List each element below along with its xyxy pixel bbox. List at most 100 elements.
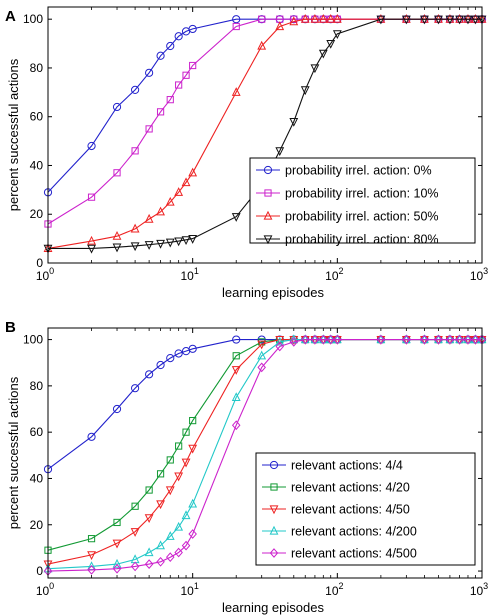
panel-b-series-4-point (156, 540, 165, 550)
panel-b-y-axis-label: percent successful actions (6, 376, 21, 529)
panel-b-series-3-point (156, 500, 165, 510)
panel-a-legend-label: probability irrel. action: 80% (285, 233, 439, 247)
panel-b-series-5-point (174, 547, 183, 558)
panel-b-legend-label: relevant actions: 4/20 (291, 481, 410, 495)
panel-b-series-1-point (112, 404, 122, 414)
panel-a-legend-item-2: probability irrel. action: 10% (256, 187, 439, 201)
panel-a-series-2-point (131, 147, 139, 155)
panel-a-legend-marker (263, 235, 273, 245)
panel-b-legend-item-1: relevant actions: 4/4 (262, 459, 403, 473)
panel-a-series-4-point (156, 239, 165, 249)
panel-a-legend-marker (263, 210, 273, 220)
panel-a-series-3-point (300, 13, 310, 23)
panel-a-series-3-point (130, 223, 140, 233)
panel-b-series-3-point (165, 486, 175, 496)
panel-b-legend-item-2: relevant actions: 4/20 (262, 481, 410, 495)
panel-a-series-2-point (182, 71, 190, 79)
panel-a-series-4-point (420, 15, 429, 25)
panel-b-legend-label: relevant actions: 4/50 (291, 503, 410, 517)
panel-a-series-4-point (310, 64, 320, 74)
panel-b-series-4-point (289, 334, 299, 344)
panel-a-series-1-point (145, 68, 154, 77)
panel-a-series-4-point (455, 15, 464, 25)
panel-a-series-3-point (112, 230, 122, 240)
panel-b-series-4-point (144, 547, 154, 557)
panel-b-legend-marker (269, 548, 279, 558)
panel-b-series-5-point (326, 334, 335, 345)
panel-b-series-2-point (113, 518, 121, 527)
panel-a: A 0 20 40 60 80 100 100 101 102 103 learning episod… (5, 6, 488, 300)
panel-a-series-2-point (189, 61, 197, 70)
panel-a-series-2-point (145, 125, 153, 133)
panel-a-series-4-point (165, 238, 175, 248)
panel-a-series-3-point (318, 13, 328, 23)
panel-b-series-4-point (174, 521, 184, 531)
panel-a-series-4-point (188, 235, 198, 244)
panel-a-series-4-point (401, 15, 411, 25)
panel-b-series-3-point (130, 528, 140, 537)
panel-b-series-1-point (188, 344, 197, 353)
panel-a-legend-label: probability irrel. action: 50% (285, 210, 439, 224)
panel-b-series-3-point (144, 514, 154, 524)
panel-a-y-tick-label: 60 (30, 110, 44, 124)
panel-a-x-tick-label: 103 (470, 266, 488, 283)
panel-b-series-5-point (300, 334, 310, 345)
panel-a-y-tick-label: 40 (30, 158, 44, 172)
panel-b-series-4-point (112, 558, 122, 568)
panel-a-series-4 (43, 15, 487, 254)
panel-b-legend-marker (269, 505, 279, 515)
panel-b-series-3-point (231, 366, 241, 375)
panel-a-legend-item-4: probability irrel. action: 80% (256, 233, 439, 247)
panel-b-series-2-point (131, 502, 139, 510)
panel-a-series-1-point (156, 51, 165, 60)
panel-a-letter: A (5, 8, 16, 25)
panel-a-series-1-point (130, 85, 140, 94)
panel-a-series-1-point (232, 15, 241, 24)
panel-b-axes-frame (47, 327, 483, 579)
panel-a-series-4-point (326, 39, 336, 49)
panel-b-series-1-point (145, 370, 154, 379)
panel-a-legend-box (249, 157, 476, 244)
panel-b-legend-marker (270, 483, 278, 491)
panel-b-series-5-point (402, 334, 411, 345)
panel-b-series-5-point (333, 334, 342, 345)
panel-a-series-2-point (113, 169, 121, 177)
panel-a-series-2-point (156, 108, 165, 116)
panel-b-series-5-point (275, 341, 285, 352)
panel-b-legend-box (255, 452, 476, 566)
panel-b-series-2-point (166, 456, 174, 464)
panel-b-series-4-point (275, 336, 285, 346)
panel-b-y-tick-label: 0 (36, 564, 43, 578)
panel-b-series-1-point (87, 432, 96, 441)
panel-b-series-3-point (87, 551, 96, 561)
panel-a-series-3-point (188, 167, 198, 177)
panel-a-axes-frame (47, 6, 483, 264)
panel-b-y-tick-label: 80 (30, 379, 44, 393)
panel-b-legend-label: relevant actions: 4/200 (291, 525, 417, 539)
panel-b-legend-label: relevant actions: 4/4 (291, 459, 403, 473)
panel-b-series-4-point (165, 531, 175, 540)
panel-a-legend-item-3: probability irrel. action: 50% (256, 210, 439, 224)
panel-b-series-1-point (156, 360, 165, 370)
panel-b-series-4-point (188, 498, 198, 508)
panel-b-series-5-point (87, 565, 96, 575)
panel-a-series-3-point (326, 13, 336, 23)
panel-a-series-2-point (175, 81, 183, 89)
panel-a-y-tick-label: 100 (23, 12, 43, 26)
panel-b-legend-item-4: relevant actions: 4/200 (262, 525, 417, 539)
panel-b-series-5-point (165, 552, 175, 563)
panel-a-series-4-point (463, 15, 473, 25)
panel-b-series-1-point (166, 353, 175, 363)
panel-a-x-axis-label: learning episodes (222, 285, 324, 300)
panel-a-series-4-point (300, 86, 310, 96)
panel-a-series-4-point (144, 241, 154, 250)
panel-b-series-4-point (181, 510, 191, 520)
panel-a-series-4-point (275, 147, 285, 157)
panel-a-series-4-point (332, 30, 342, 40)
panel-b-series-5-point (376, 334, 386, 345)
panel-a-series-3-point (289, 16, 299, 26)
panel-a-series-4-point (112, 243, 122, 253)
panel-a-series-3-point (87, 235, 96, 245)
panel-a-series-3-point (165, 196, 175, 206)
panel-b-series-5-point (319, 334, 328, 345)
